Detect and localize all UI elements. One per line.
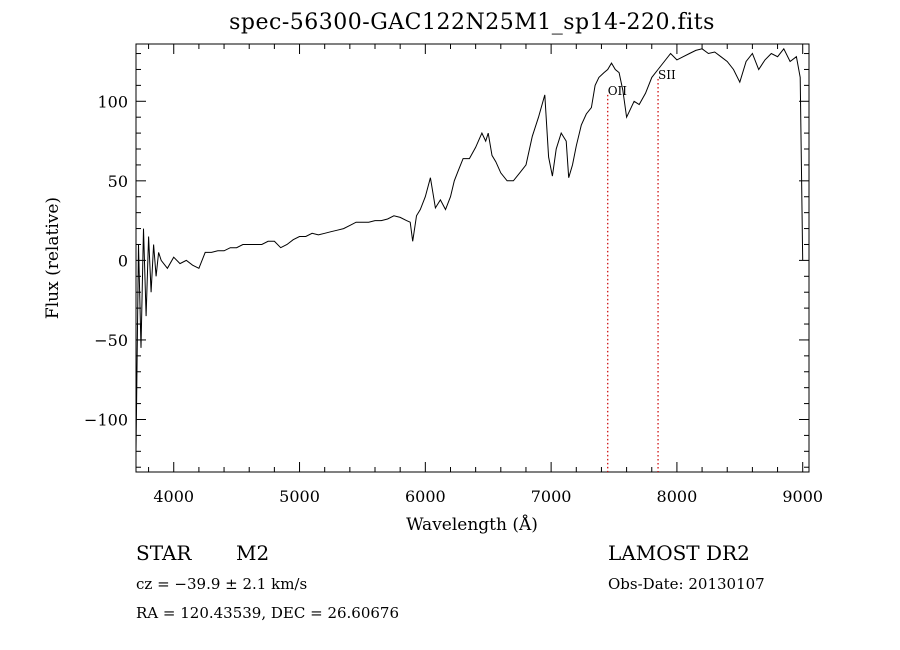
y-tick-label: 0 — [118, 251, 128, 270]
survey-label: LAMOST DR2 — [608, 541, 750, 565]
x-tick-label: 6000 — [405, 487, 446, 506]
spectrum-line — [135, 47, 804, 452]
x-tick-label: 5000 — [279, 487, 320, 506]
class-label: STAR — [136, 541, 192, 565]
y-tick-label: 100 — [97, 92, 128, 111]
y-tick-label: −100 — [84, 410, 128, 429]
subclass-label: M2 — [236, 541, 270, 565]
plot-frame — [135, 43, 810, 473]
y-axis-label: Flux (relative) — [43, 197, 63, 319]
x-tick-label: 4000 — [153, 487, 194, 506]
obs-date-text: Obs-Date: 20130107 — [608, 575, 765, 593]
tick-labels: 4000 5000 6000 7000 8000 9000 −100 −50 0 50 100 — [84, 92, 823, 506]
axis-ticks — [136, 44, 809, 472]
coords-text: RA = 120.43539, DEC = 26.60676 — [136, 604, 400, 622]
x-tick-label: 8000 — [657, 487, 698, 506]
x-axis-label: Wavelength (Å) — [406, 514, 538, 535]
x-tick-label: 9000 — [782, 487, 823, 506]
line-annotation: SII — [658, 68, 676, 82]
y-tick-label: 50 — [108, 172, 128, 191]
line-markers — [607, 79, 659, 472]
x-tick-label: 7000 — [531, 487, 572, 506]
chart-title: spec-56300-GAC122N25M1_sp14-220.fits — [229, 10, 715, 35]
cz-text: cz = −39.9 ± 2.1 km/s — [136, 575, 308, 593]
line-annotation: OII — [608, 84, 628, 98]
line-annotations: OII SII — [608, 68, 676, 98]
y-tick-label: −50 — [94, 331, 128, 350]
